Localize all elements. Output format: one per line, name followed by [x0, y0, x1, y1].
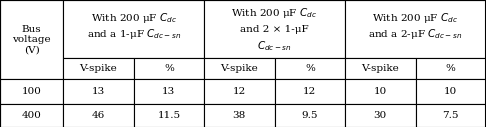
Bar [416, 58, 486, 79]
Bar [134, 58, 204, 79]
Bar [204, 0, 345, 58]
Bar [0, 0, 63, 79]
Text: With 200 μF $C_{dc}$: With 200 μF $C_{dc}$ [372, 11, 459, 25]
Text: $C_{dc-sn}$: $C_{dc-sn}$ [257, 39, 292, 53]
Text: 13: 13 [92, 87, 105, 96]
Text: 400: 400 [22, 111, 41, 120]
Text: With 200 μF $C_{dc}$: With 200 μF $C_{dc}$ [90, 11, 177, 25]
Bar [345, 104, 416, 127]
Bar [204, 58, 275, 79]
Bar [416, 104, 486, 127]
Text: 12: 12 [233, 87, 246, 96]
Bar [204, 104, 275, 127]
Bar [275, 79, 345, 104]
Text: V-spike: V-spike [221, 64, 258, 73]
Text: 46: 46 [92, 111, 105, 120]
Text: and a 1-μF $C_{dc-sn}$: and a 1-μF $C_{dc-sn}$ [87, 27, 181, 41]
Bar [63, 58, 134, 79]
Bar [416, 79, 486, 104]
Text: 10: 10 [444, 87, 457, 96]
Bar [134, 104, 204, 127]
Bar [0, 79, 63, 104]
Bar [345, 58, 416, 79]
Bar [0, 104, 63, 127]
Text: %: % [446, 64, 456, 73]
Text: 30: 30 [374, 111, 387, 120]
Bar [63, 104, 134, 127]
Bar [204, 79, 275, 104]
Text: With 200 μF $C_{dc}$: With 200 μF $C_{dc}$ [231, 6, 318, 20]
Bar [275, 58, 345, 79]
Text: V-spike: V-spike [362, 64, 399, 73]
Bar [134, 79, 204, 104]
Text: 11.5: 11.5 [157, 111, 180, 120]
Text: 100: 100 [22, 87, 41, 96]
Bar [63, 0, 204, 58]
Text: 13: 13 [162, 87, 175, 96]
Text: 10: 10 [374, 87, 387, 96]
Bar [63, 79, 134, 104]
Text: %: % [305, 64, 315, 73]
Bar [345, 79, 416, 104]
Text: 38: 38 [233, 111, 246, 120]
Text: V-spike: V-spike [80, 64, 117, 73]
Text: %: % [164, 64, 174, 73]
Text: and 2 × 1-μF: and 2 × 1-μF [240, 25, 309, 34]
Bar [275, 104, 345, 127]
Text: 7.5: 7.5 [443, 111, 459, 120]
Text: 9.5: 9.5 [302, 111, 318, 120]
Bar [345, 0, 486, 58]
Text: and a 2-μF $C_{dc-sn}$: and a 2-μF $C_{dc-sn}$ [368, 27, 463, 41]
Text: Bus
voltage
(V): Bus voltage (V) [12, 25, 51, 55]
Text: 12: 12 [303, 87, 316, 96]
